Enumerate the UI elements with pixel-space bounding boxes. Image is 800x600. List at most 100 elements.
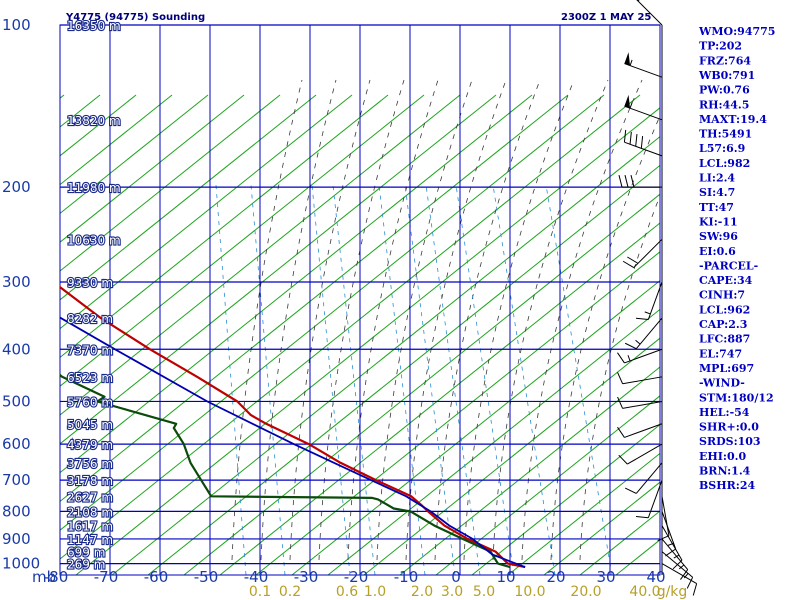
wind-barb	[622, 238, 663, 269]
index-entry: -WIND-	[699, 377, 745, 390]
index-entry: LFC:887	[699, 333, 750, 346]
index-entry: STM:180/12	[699, 391, 774, 404]
dry-adiabat-line	[60, 94, 209, 215]
index-entry: CAP:2.3	[699, 318, 747, 331]
barb-pennant	[624, 52, 631, 66]
temp-tick-label: 10	[496, 568, 515, 586]
barb-half-flag	[627, 355, 631, 362]
pressure-label-400: 400	[2, 340, 31, 358]
temp-tick-label: -10	[394, 568, 419, 586]
dry-adiabat-line	[435, 395, 660, 575]
barb-half-flag	[678, 564, 685, 570]
moist-adiabat-line	[376, 79, 473, 561]
mixing-ratio-label: 2.0	[411, 584, 433, 600]
dry-adiabat-line	[507, 452, 660, 575]
height-label: 1617 m	[67, 520, 113, 534]
dry-adiabat-line	[147, 164, 660, 575]
pressure-temperature-grid	[59, 24, 661, 576]
height-label: 6523 m	[67, 371, 113, 385]
mixing-ratio-line	[404, 184, 456, 575]
wind-barb	[635, 281, 663, 321]
dry-adiabat-line	[60, 94, 569, 503]
moist-adiabat-line	[550, 114, 660, 561]
barb-flag	[692, 583, 698, 596]
temp-tick-label: 0	[451, 568, 461, 586]
index-entry: HEL:-54	[699, 406, 750, 419]
index-entry: MPL:697	[699, 362, 754, 375]
barb-staff	[624, 105, 663, 121]
dry-adiabat-line	[579, 510, 660, 575]
moist-adiabat-line	[521, 79, 643, 561]
wind-barb	[657, 496, 670, 542]
height-label: 9330 m	[67, 276, 113, 290]
mixing-ratio-line	[492, 184, 556, 575]
barb-flag	[629, 131, 632, 145]
barb-staff	[624, 348, 663, 364]
mixing-ratio-line	[215, 184, 247, 575]
moist-adiabat-line	[405, 79, 507, 561]
pressure-label-200: 200	[2, 178, 31, 196]
index-entry: FRZ:764	[699, 54, 751, 67]
adiabat-lines	[60, 79, 660, 575]
wind-barb	[635, 479, 663, 519]
x-unit-label: mb	[32, 568, 56, 586]
dry-adiabat-line	[399, 366, 660, 575]
index-entry: CINH:7	[699, 289, 745, 302]
barb-staff	[661, 563, 697, 585]
moist-adiabat-line	[231, 79, 303, 561]
height-label: 10630 m	[67, 233, 121, 247]
index-entry: MAXT:19.4	[699, 113, 767, 126]
pressure-label-800: 800	[2, 502, 31, 520]
pressure-label-100: 100	[2, 16, 31, 34]
barb-flag	[635, 515, 649, 519]
dry-adiabat-line	[60, 94, 533, 474]
index-entry: BRN:1.4	[699, 465, 751, 478]
barb-flag	[622, 260, 634, 269]
moist-adiabat-line	[492, 79, 609, 561]
mixing-ratio-line	[311, 184, 351, 575]
dry-adiabat-line	[60, 94, 497, 445]
index-entry: L57:6.9	[699, 142, 745, 155]
wind-barb	[618, 443, 663, 465]
barb-staff	[635, 462, 663, 494]
wind-barb	[624, 94, 663, 121]
mixing-ratio-label: 10.0	[514, 584, 545, 600]
moist-adiabat-line	[260, 79, 337, 561]
barb-flag	[624, 342, 637, 350]
index-entry: EL:747	[699, 347, 742, 360]
index-entry: -PARCEL-	[699, 259, 758, 272]
barb-flag	[617, 396, 624, 409]
index-entry: PW:0.76	[699, 84, 750, 97]
barb-flag	[635, 317, 649, 321]
mixing-ratio-label: 3.0	[441, 584, 463, 600]
wind-barb	[661, 525, 683, 570]
index-entry: CAPE:34	[699, 274, 753, 287]
barb-half-flag	[644, 311, 651, 315]
barb-staff	[622, 400, 663, 409]
height-label: 5045 m	[67, 418, 113, 432]
dry-adiabat-line	[60, 94, 641, 560]
dry-adiabat-line	[60, 94, 173, 186]
temp-tick-label: 30	[596, 568, 615, 586]
barb-staff	[635, 317, 663, 349]
wind-barb	[623, 129, 663, 157]
wind-barb	[617, 423, 663, 438]
height-label: 1147 m	[67, 533, 113, 547]
barb-staff	[661, 525, 683, 561]
index-entry: WMO:94775	[698, 25, 775, 38]
pressure-label-300: 300	[2, 273, 31, 291]
barb-half-flag	[635, 339, 641, 345]
dry-adiabat-line	[60, 94, 425, 387]
barb-flag	[680, 569, 689, 580]
index-entry: SHR+:0.0	[699, 421, 759, 434]
barb-staff	[636, 0, 663, 26]
barb-flag	[618, 175, 623, 188]
wind-barb	[624, 52, 663, 78]
barb-half-flag	[629, 102, 633, 109]
barb-staff	[661, 538, 689, 570]
wind-barb	[617, 396, 663, 409]
index-entry: EI:0.6	[699, 245, 736, 258]
height-label: 5760 m	[67, 395, 113, 409]
barb-staff	[647, 479, 663, 518]
